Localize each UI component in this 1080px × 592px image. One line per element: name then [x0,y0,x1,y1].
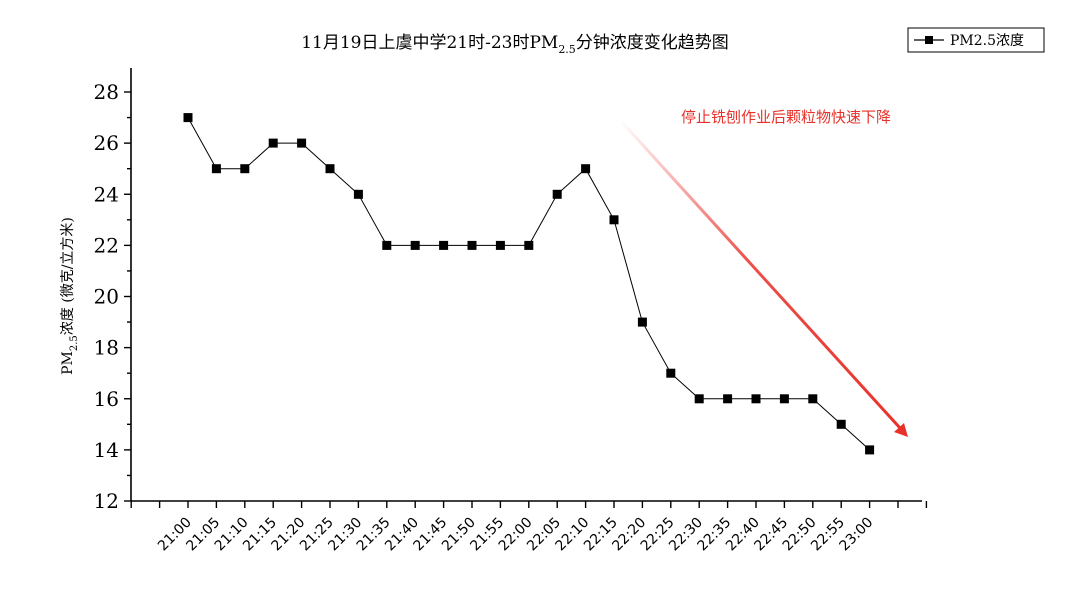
data-point [723,394,733,404]
y-tick-label: 26 [94,131,119,155]
data-point [410,240,420,250]
data-point [495,240,505,250]
legend: PM2.5浓度 [907,27,1045,53]
annotation-text: 停止铣刨作业后颗粒物快速下降 [681,108,891,126]
data-point [751,394,761,404]
data-point [353,189,363,199]
data-point [382,240,392,250]
data-point [865,445,875,455]
data-point [297,138,307,148]
y-axis-label: PM2.5浓度 (微克/立方米) [60,217,80,375]
data-point [552,189,562,199]
y-tick-label: 16 [94,387,119,411]
series-pm25 [183,113,875,455]
data-point [467,240,477,250]
chart-title: 11月19日上虞中学21时-23时PM2.5分钟浓度变化趋势图 [301,33,729,56]
data-point [183,113,193,123]
data-point [609,215,619,225]
y-tick-label: 24 [94,182,119,206]
y-tick-label: 22 [94,233,119,257]
data-point [808,394,818,404]
data-point [211,164,221,174]
y-tick-label: 12 [94,489,119,513]
chart-title-subscript: 2.5 [558,43,576,56]
y-tick-label: 20 [94,285,119,309]
legend-marker-swatch [925,36,933,44]
y-axis-label-subscript: 2.5 [69,335,80,351]
data-point [439,240,449,250]
data-point [325,164,335,174]
y-tick-label: 28 [94,80,119,104]
data-point [581,164,591,174]
data-point [524,240,534,250]
x-ticks: 21:0021:0521:1021:1521:2021:2521:3021:35… [130,501,928,554]
data-point [836,419,846,429]
data-point [666,368,676,378]
annotation-arrow-shaft [618,118,902,430]
annotation-arrow-head [894,423,908,437]
legend-label: PM2.5浓度 [950,33,1024,49]
data-point [694,394,704,404]
data-point [240,164,250,174]
y-tick-label: 18 [94,336,119,360]
data-point [637,317,647,327]
data-point [779,394,789,404]
data-point [268,138,278,148]
y-tick-label: 14 [94,438,119,462]
y-ticks: 12 14 16 18 20 22 24 26 28 [94,80,131,513]
